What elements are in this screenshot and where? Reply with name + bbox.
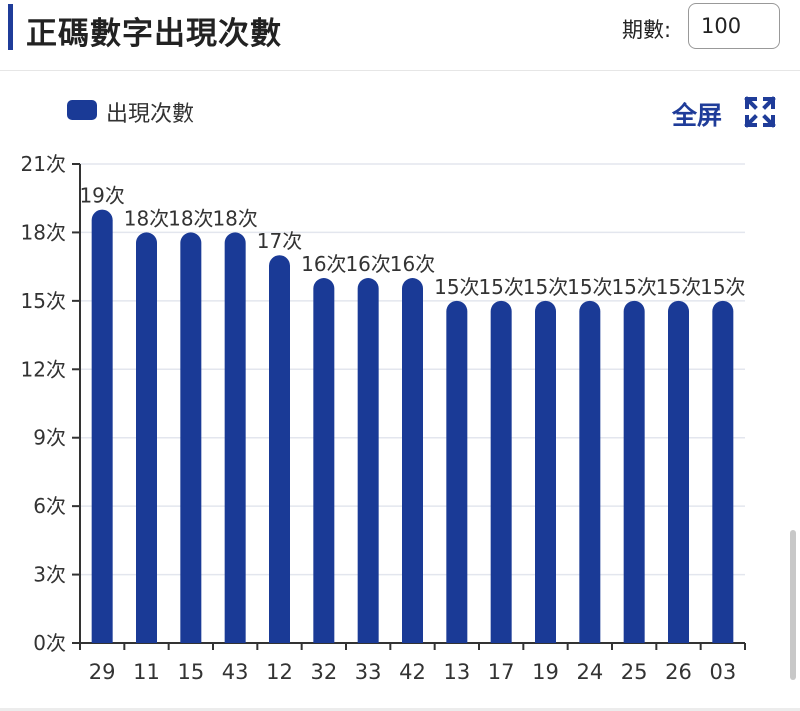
- x-tick-label: 12: [266, 660, 293, 684]
- bar: [91, 209, 113, 643]
- bar: [357, 278, 379, 643]
- y-tick-label: 9次: [33, 426, 66, 450]
- data-label: 15次: [567, 275, 612, 299]
- x-tick-label: 43: [222, 660, 249, 684]
- y-tick-label: 15次: [21, 289, 66, 313]
- data-label: 15次: [656, 275, 701, 299]
- data-label: 15次: [478, 275, 523, 299]
- expand-icon[interactable]: [744, 96, 776, 128]
- bar: [446, 300, 468, 643]
- bar: [136, 232, 157, 643]
- page-title: 正碼數字出現次數: [26, 16, 282, 52]
- x-tick-label: 29: [89, 660, 116, 684]
- x-tick-label: 24: [576, 660, 603, 684]
- header-divider: [0, 70, 800, 71]
- bar-chart: 0次 3次 6次 9次 12次 15次 18次 21次 19次 29 18次 11 18次 15 18次 43…: [21, 152, 746, 684]
- data-label: 16次: [301, 252, 346, 276]
- bar: [224, 232, 246, 643]
- period-label: 期數:: [622, 18, 672, 42]
- data-label: 16次: [390, 252, 435, 276]
- y-tick-label: 3次: [33, 563, 66, 587]
- fullscreen-button[interactable]: 全屏: [672, 101, 723, 130]
- y-tick-label: 6次: [33, 494, 66, 518]
- data-label: 18次: [168, 206, 213, 230]
- data-label: 15次: [523, 275, 568, 299]
- x-tick-label: 19: [532, 660, 559, 684]
- bar: [313, 278, 335, 643]
- y-tick-label: 12次: [21, 357, 66, 381]
- title-accent-bar: [8, 4, 13, 50]
- bar: [712, 300, 734, 643]
- data-label: 15次: [700, 275, 745, 299]
- x-tick-label: 17: [488, 660, 515, 684]
- bar: [269, 255, 290, 643]
- data-label: 18次: [124, 206, 169, 230]
- data-label: 16次: [345, 252, 390, 276]
- legend-label[interactable]: 出現次數: [106, 102, 195, 127]
- bar: [623, 300, 645, 643]
- y-tick-label: 0次: [33, 631, 66, 655]
- bar: [668, 300, 689, 643]
- x-tick-label: 11: [133, 660, 160, 684]
- data-label: 15次: [611, 275, 656, 299]
- legend-swatch[interactable]: [67, 100, 97, 120]
- data-label: 18次: [212, 206, 257, 230]
- bar: [180, 232, 202, 643]
- bar: [579, 300, 601, 643]
- bar: [535, 300, 556, 643]
- x-tick-label: 42: [399, 660, 426, 684]
- x-tick-label: 33: [355, 660, 382, 684]
- period-input[interactable]: [688, 3, 780, 49]
- x-tick-label: 32: [310, 660, 337, 684]
- y-tick-label: 21次: [21, 152, 66, 176]
- x-tick-label: 25: [621, 660, 648, 684]
- data-label: 17次: [257, 229, 302, 253]
- x-tick-label: 15: [177, 660, 204, 684]
- data-label: 15次: [434, 275, 479, 299]
- y-tick-label: 18次: [21, 220, 66, 244]
- bottom-border: [0, 708, 800, 711]
- bar: [402, 278, 423, 643]
- x-tick-label: 13: [443, 660, 470, 684]
- data-label: 19次: [79, 184, 124, 208]
- x-tick-label: 03: [709, 660, 736, 684]
- bar: [490, 300, 512, 643]
- x-tick-label: 26: [665, 660, 692, 684]
- scrollbar[interactable]: [790, 530, 796, 680]
